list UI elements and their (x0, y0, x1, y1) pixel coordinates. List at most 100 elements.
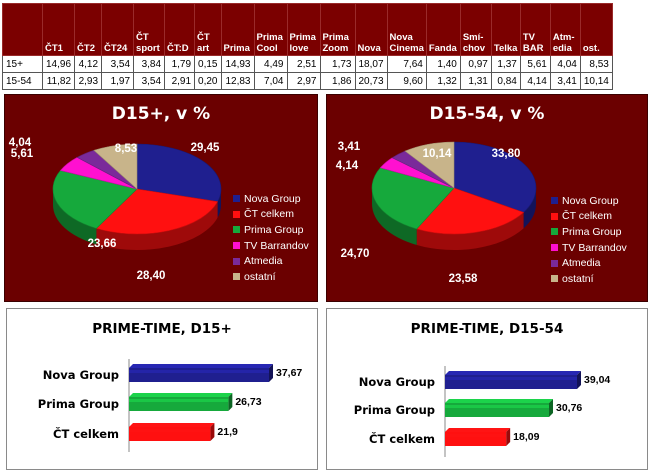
pie-slice-ostatn- (93, 143, 138, 190)
column-header: Nova (354, 3, 388, 56)
pie-slice-prima-group (52, 170, 138, 229)
bar-category-label: ČT celkem (369, 431, 435, 446)
table-cell: 2,97 (286, 72, 321, 90)
column-header: Prima Cool (253, 3, 288, 56)
pie-slice-nova-group (453, 141, 537, 213)
column-header: ČT1 (41, 3, 76, 56)
pie-slice--t-celkem (95, 188, 219, 235)
table-cell: 10,14 (579, 72, 613, 90)
table-cell: 1,37 (490, 55, 521, 73)
bar-value-label: 39,04 (584, 374, 610, 386)
bar-panel-prime-d15-54: PRIME-TIME, D15-54 39,04 Nova Group 30,76 P… (326, 308, 648, 470)
column-header: ost. (579, 3, 613, 56)
share-table: ČT1 ČT2 ČT24 ČT sport ČT:D ČT art Prima Prima C… (2, 3, 613, 90)
table-cell: 2,51 (286, 55, 321, 73)
pie-slice-side (523, 188, 536, 229)
pie-value-label: 3,41 (338, 141, 361, 153)
table-cell: 0,15 (194, 55, 222, 73)
column-header: TV BAR (519, 3, 551, 56)
bar-chart-prime-d15-54: 39,04 Nova Group 30,76 Prima Group 18,09 ČT c… (354, 366, 610, 457)
legend-item: Atmedia (551, 255, 627, 271)
table-cell: 4,14 (519, 72, 551, 90)
pie-value-label: 28,40 (137, 270, 166, 282)
table-cell: 1,73 (319, 55, 356, 73)
legend-swatch (551, 228, 558, 236)
legend-item: Nova Group (233, 191, 309, 207)
pie-value-label: 8,53 (115, 143, 137, 155)
legend-swatch (233, 195, 240, 203)
pie-value-label: 23,58 (449, 273, 478, 285)
bar-nova-group (445, 371, 581, 389)
table-cell: 3,41 (549, 72, 581, 90)
legend-item: ČT celkem (551, 209, 627, 225)
bar-nova-group (129, 364, 273, 382)
legend-swatch (233, 210, 240, 218)
legend-item: ostatní (551, 271, 627, 287)
legend-swatch (233, 226, 240, 234)
table-header-row: ČT1 ČT2 ČT24 ČT sport ČT:D ČT art Prima Prima C… (2, 3, 613, 56)
bar-prima-group (129, 393, 233, 411)
legend-swatch (551, 275, 558, 283)
pie-value-label: 33,80 (492, 148, 521, 160)
pie-slice--t-celkem (416, 187, 525, 235)
legend-swatch (233, 242, 240, 250)
table-cell: 8,53 (579, 55, 613, 73)
legend-label: ČT celkem (562, 210, 612, 223)
column-header: Prima love (286, 3, 321, 56)
table-cell: 12,83 (220, 72, 255, 90)
pie-value-label: 10,14 (423, 148, 452, 160)
bar-value-label: 26,73 (235, 396, 261, 408)
row-label: 15+ (2, 55, 43, 73)
table-cell: 1,32 (425, 72, 461, 90)
pie-value-label: 5,61 (11, 148, 34, 160)
legend-label: ostatní (244, 270, 276, 283)
pie-panel-d15plus: D15+, v % 29,45 28,40 23,66 5,61 4,04 8,53 No… (4, 94, 318, 302)
pie-slice-prima-group (371, 167, 455, 230)
legend-swatch (551, 197, 558, 205)
pie-panel-d15-54: D15-54, v % 33,80 23,58 24,70 4,14 3,41 10,14… (326, 94, 648, 302)
table-cell: 1,31 (459, 72, 492, 90)
table-cell: 2,91 (164, 72, 196, 90)
pie-value-label: 23,66 (88, 238, 117, 250)
column-header: ČT:D (164, 3, 196, 56)
pie-value-label: 4,14 (336, 160, 359, 172)
table-cell: 1,79 (164, 55, 196, 73)
legend-swatch (233, 273, 240, 281)
pie-chart-d15plus: 29,45 28,40 23,66 5,614,04 8,53 (9, 137, 222, 282)
bar--t-celkem (129, 423, 215, 441)
column-header: ČT2 (74, 3, 103, 56)
bar-value-label: 37,67 (276, 367, 302, 379)
legend-label: Prima Group (244, 223, 304, 236)
legend-label: Atmedia (562, 257, 601, 270)
bar--t-celkem (445, 428, 511, 446)
table-row: 15+ 14,96 4,12 3,54 3,84 1,79 0,15 14,93 4,49 2,5… (2, 55, 613, 73)
pie-slice-nova-group (136, 143, 222, 202)
column-header: Nova Cinema (386, 3, 427, 56)
table-cell: 4,04 (549, 55, 581, 73)
pie-legend: Nova Group ČT celkem Prima Group TV Barrand… (551, 193, 627, 287)
pie-slice-ostatn- (404, 141, 455, 189)
legend-label: Nova Group (562, 194, 619, 207)
legend-item: ČT celkem (233, 207, 309, 223)
legend-label: TV Barrandov (244, 239, 309, 252)
pie-slice-side (372, 188, 417, 245)
pie-value-label: 29,45 (191, 142, 220, 154)
bar-title: PRIME-TIME, D15+ (92, 321, 232, 337)
column-header: Smí-chov (459, 3, 492, 56)
legend-item: TV Barrandov (233, 238, 309, 254)
legend-item: TV Barrandov (551, 240, 627, 256)
table-cell: 0,97 (459, 55, 492, 73)
bar-category-label: Prima Group (38, 397, 119, 411)
pie-slice-side (416, 212, 524, 250)
column-header: Prima (220, 3, 255, 56)
legend-label: ČT celkem (244, 208, 294, 221)
table-cell: 20,73 (354, 72, 388, 90)
pie-title: D15-54, v % (429, 104, 545, 124)
table-cell: 14,93 (220, 55, 255, 73)
legend-item: ostatní (233, 269, 309, 285)
legend-label: Atmedia (244, 255, 283, 268)
bar-category-label: Nova Group (359, 375, 435, 389)
table-cell: 7,64 (386, 55, 427, 73)
table-cell: 14,96 (41, 55, 76, 73)
legend-label: Prima Group (562, 225, 622, 238)
